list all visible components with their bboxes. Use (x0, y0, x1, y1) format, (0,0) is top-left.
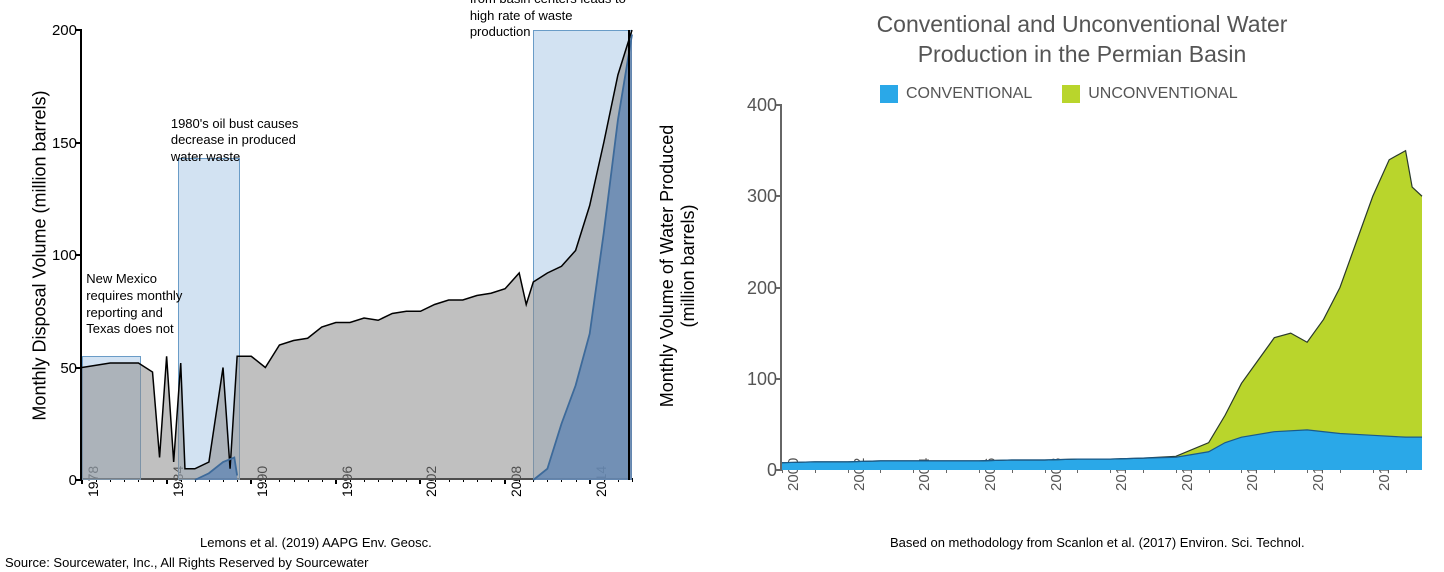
y-tick: 300 (742, 186, 777, 207)
right-y-label: Monthly Volume of Water Produced (millio… (657, 86, 699, 446)
left-plot-area: 0501001502001978198419901996200220082014… (80, 30, 630, 480)
y-tick: 200 (42, 22, 77, 39)
y-tick: 0 (742, 460, 777, 481)
y-tick: 150 (42, 135, 77, 152)
annotation: 1980's oil bust causes decrease in produ… (171, 116, 299, 167)
legend-label: UNCONVENTIONAL (1088, 85, 1237, 103)
y-tick: 50 (42, 360, 77, 377)
y-tick: 400 (742, 95, 777, 116)
legend-swatch (1062, 85, 1080, 103)
y-tick: 200 (742, 278, 777, 299)
right-citation: Based on methodology from Scanlon et al.… (890, 535, 1305, 550)
right-chart: Conventional and Unconventional Water Pr… (720, 0, 1444, 572)
y-tick: 100 (742, 369, 777, 390)
annotation: unconventional production from basin cen… (470, 0, 630, 41)
legend-item: UNCONVENTIONAL (1062, 85, 1237, 103)
y-tick: 0 (42, 472, 77, 489)
right-legend: CONVENTIONAL UNCONVENTIONAL (880, 85, 1238, 103)
left-citation: Lemons et al. (2019) AAPG Env. Geosc. (200, 535, 432, 550)
annotation: New Mexico requires monthly reporting an… (86, 271, 182, 339)
right-plot-area: 0100200300400200020022004200620082010201… (780, 105, 1420, 470)
legend-label: CONVENTIONAL (906, 85, 1032, 103)
left-source: Source: Sourcewater, Inc., All Rights Re… (5, 555, 368, 570)
right-title: Conventional and Unconventional Water Pr… (720, 10, 1444, 70)
legend-item: CONVENTIONAL (880, 85, 1032, 103)
legend-swatch (880, 85, 898, 103)
left-chart: Monthly Disposal Volume (million barrels… (0, 0, 720, 572)
y-tick: 100 (42, 247, 77, 264)
